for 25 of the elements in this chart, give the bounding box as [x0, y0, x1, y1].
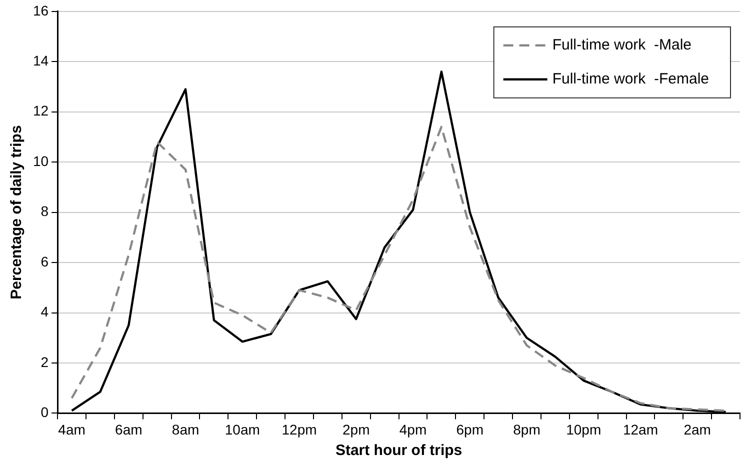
- x-tick-label: 8pm: [513, 421, 540, 438]
- x-tick-label: 4am: [58, 421, 86, 438]
- x-tick-label: 2am: [684, 421, 711, 438]
- legend-label: Full-time work -Female: [552, 70, 709, 88]
- x-tick-label: 12pm: [282, 421, 317, 438]
- y-tick-label: 8: [40, 203, 49, 220]
- x-axis-title: Start hour of trips: [335, 442, 462, 460]
- x-tick-label: 6am: [115, 421, 142, 438]
- y-tick-label: 6: [40, 253, 49, 270]
- x-tick-label: 6pm: [456, 421, 484, 438]
- x-tick-label: 2pm: [342, 421, 370, 438]
- y-tick-label: 0: [40, 404, 49, 420]
- y-tick-label: 16: [32, 2, 49, 18]
- y-tick-label: 10: [32, 152, 49, 169]
- x-tick-label: 4pm: [399, 421, 427, 438]
- y-tick-label: 2: [40, 354, 49, 370]
- x-tick-label: 12am: [622, 421, 658, 438]
- legend-label: Full-time work -Male: [552, 36, 692, 54]
- y-tick-label: 12: [32, 102, 49, 119]
- y-tick-label: 4: [40, 304, 49, 320]
- y-axis-title: Percentage of daily trips: [8, 125, 26, 300]
- x-tick-label: 10am: [224, 421, 260, 438]
- x-tick-label: 8am: [172, 421, 200, 438]
- y-tick-label: 14: [32, 52, 49, 68]
- x-tick-label: 10pm: [566, 421, 602, 438]
